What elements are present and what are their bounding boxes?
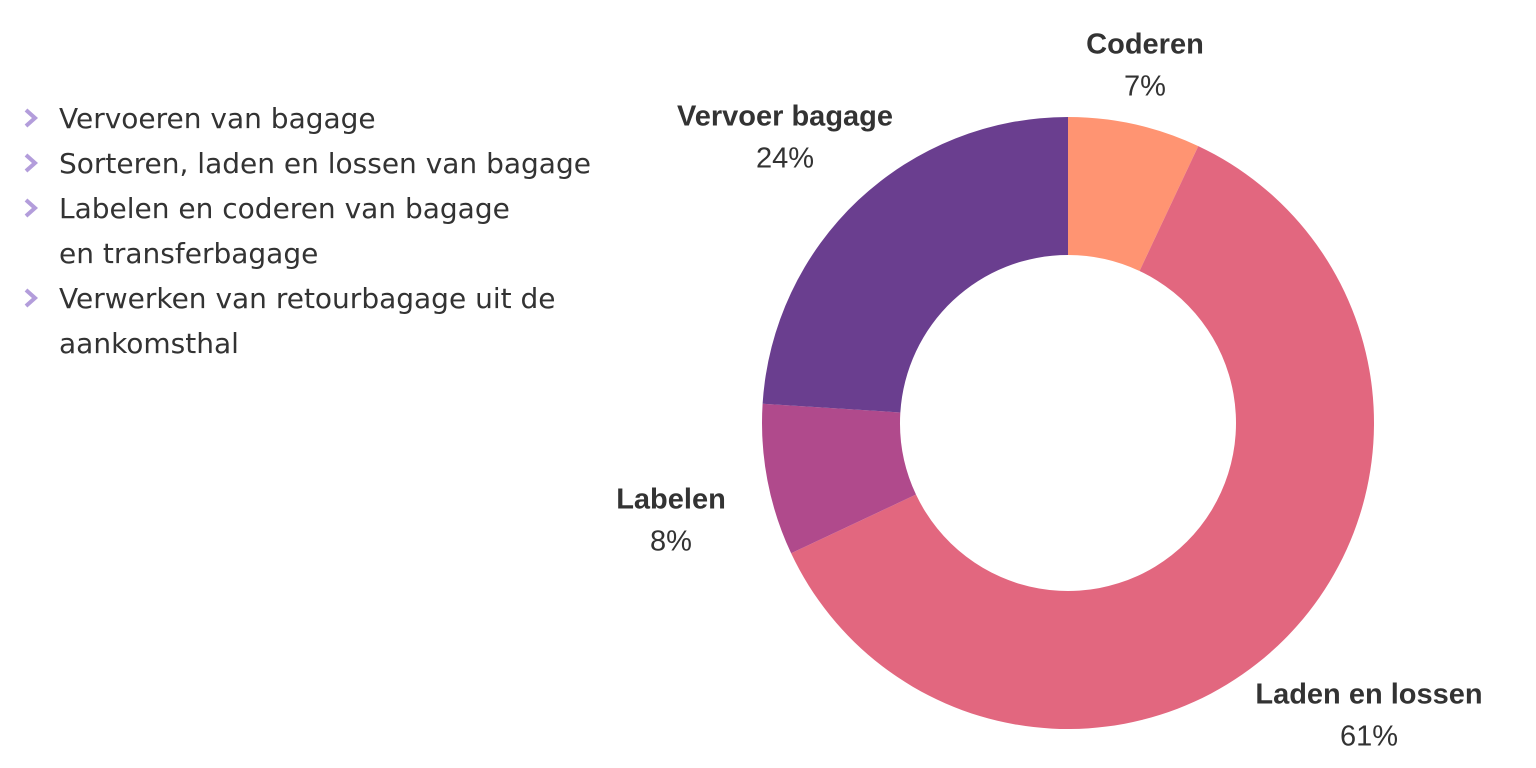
bullet-continuation: aankomsthal <box>22 321 622 366</box>
bullet-list: Vervoeren van bagage Sorteren, laden en … <box>22 96 622 366</box>
slice-value-label: 24% <box>756 143 814 175</box>
slice-label: Coderen <box>1086 29 1204 61</box>
slice-coderen <box>1068 117 1199 271</box>
chevron-right-icon <box>24 198 39 218</box>
bullet-item: Vervoeren van bagage <box>22 96 622 141</box>
slice-label: Laden en lossen <box>1255 679 1482 711</box>
slice-label: Labelen <box>616 484 726 516</box>
bullet-text: Labelen en coderen van bagage <box>59 192 510 225</box>
bullet-text: Sorteren, laden en lossen van bagage <box>59 147 591 180</box>
bullet-item: Labelen en coderen van bagage <box>22 186 622 231</box>
slice-value-label: 61% <box>1340 721 1398 753</box>
slice-value-label: 7% <box>1124 71 1166 103</box>
bullet-item: Sorteren, laden en lossen van bagage <box>22 141 622 186</box>
chart-slices <box>762 117 1375 730</box>
slice-value-label: 8% <box>650 526 692 558</box>
slice-label: Vervoer bagage <box>677 101 893 133</box>
bullet-text: Verwerken van retourbagage uit de <box>59 282 556 315</box>
slice-labelen <box>762 403 916 554</box>
bullet-text: aankomsthal <box>59 327 239 360</box>
bullet-text: Vervoeren van bagage <box>59 102 376 135</box>
slice-vervoer-bagage <box>762 117 1068 413</box>
chevron-right-icon <box>24 288 39 308</box>
bullet-item: Verwerken van retourbagage uit de <box>22 276 622 321</box>
slice-laden-en-lossen <box>791 146 1375 730</box>
chart-labels: Coderen 7% Laden en lossen 61% Labelen 8% Verv… <box>616 29 1482 753</box>
chevron-right-icon <box>24 108 39 128</box>
chevron-right-icon <box>24 153 39 173</box>
bullet-continuation: en transferbagage <box>22 231 622 276</box>
bullet-text: en transferbagage <box>59 237 319 270</box>
